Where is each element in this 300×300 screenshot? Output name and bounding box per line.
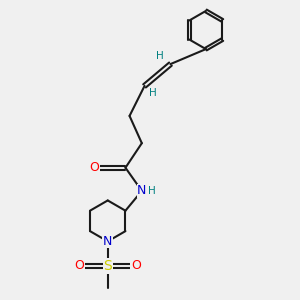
Text: H: H: [148, 186, 156, 196]
Text: S: S: [103, 259, 112, 273]
Text: O: O: [131, 260, 141, 272]
Text: N: N: [103, 235, 112, 248]
Text: H: H: [149, 88, 157, 98]
Text: H: H: [156, 52, 164, 61]
Text: O: O: [90, 161, 100, 174]
Text: O: O: [75, 260, 85, 272]
Text: N: N: [137, 184, 146, 197]
